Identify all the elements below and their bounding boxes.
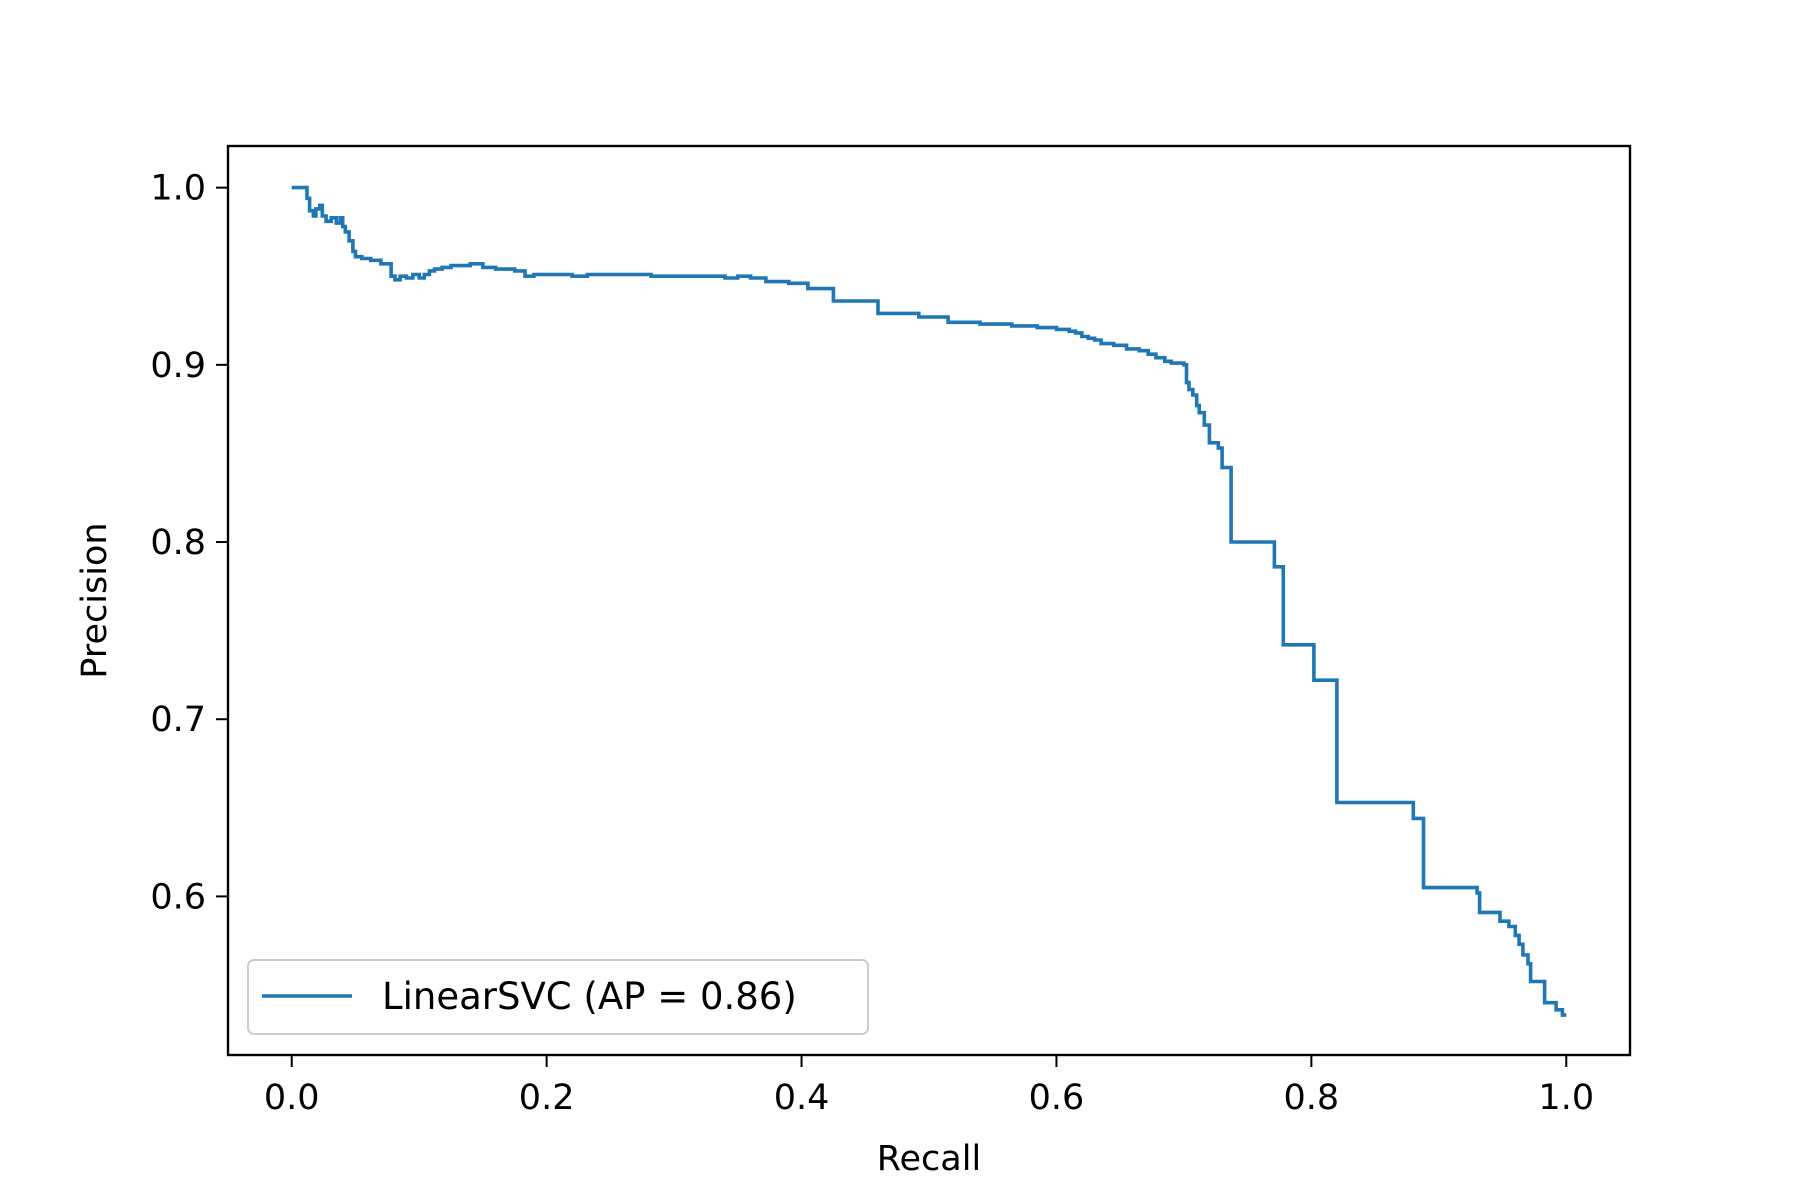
y-tick-label: 0.7 [150,700,206,740]
plot-frame [226,144,1632,1057]
x-tick-label: 0.0 [264,1078,320,1118]
legend: LinearSVC (AP = 0.86) [247,959,869,1035]
y-tick-label: 0.8 [150,523,206,563]
x-tick-label: 0.8 [1284,1078,1340,1118]
x-tick-label: 0.2 [519,1078,575,1118]
series-line-0 [291,185,1567,1017]
y-tick-label: 0.9 [150,346,206,386]
ticks-layer: 0.0 0.2 0.4 0.6 0.8 1.0 0.6 0.7 0.8 0.9 1.0 [150,169,1594,1118]
legend-box [247,959,869,1035]
x-axis-label: Recall [877,1139,981,1179]
y-axis-label: Precision [75,522,115,678]
y-tick-label: 0.6 [150,877,206,917]
x-tick-label: 1.0 [1538,1078,1594,1118]
series-layer [291,185,1567,1017]
x-tick-label: 0.6 [1029,1078,1085,1118]
y-tick-label: 1.0 [150,169,206,209]
x-tick-label: 0.4 [774,1078,830,1118]
legend-entry-label: LinearSVC (AP = 0.86) [382,975,797,1018]
